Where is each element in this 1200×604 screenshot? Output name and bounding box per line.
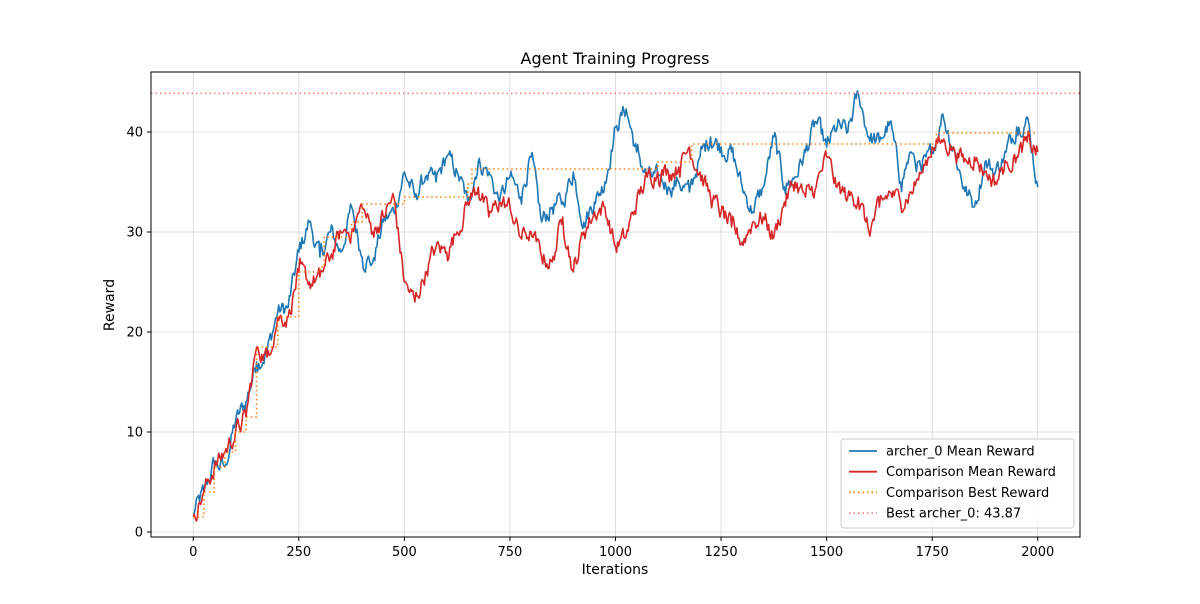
series-layer — [151, 90, 1080, 522]
x-tick-label: 1000 — [599, 545, 632, 560]
y-tick-label: 40 — [126, 126, 143, 141]
y-axis-label: Reward — [102, 279, 118, 331]
y-tick-label: 20 — [126, 326, 143, 341]
x-tick-label: 1250 — [705, 545, 738, 560]
chart-title: Agent Training Progress — [521, 49, 710, 68]
x-tick-label: 0 — [189, 545, 197, 560]
y-tick-label: 30 — [126, 226, 143, 241]
x-tick-label: 750 — [498, 545, 523, 560]
x-axis-label: Iterations — [582, 562, 649, 578]
x-tick-label: 1750 — [916, 545, 949, 560]
legend: archer_0 Mean Reward Comparison Mean Rewa… — [840, 438, 1075, 529]
x-tick-label: 250 — [286, 545, 311, 560]
y-tick-label: 0 — [135, 526, 143, 541]
legend-entry: archer_0 Mean Reward — [886, 445, 1035, 460]
x-tick-label: 1500 — [810, 545, 843, 560]
legend-box — [840, 438, 1075, 529]
y-tick-label: 10 — [126, 426, 143, 441]
legend-entry: Best archer_0: 43.87 — [886, 507, 1021, 522]
tick-layer: 0 250 500 750 1000 1250 1500 1750 2000 0 10 20 30 40 — [126, 126, 1054, 561]
legend-entry: Comparison Mean Reward — [886, 465, 1056, 480]
archer-mean-reward-line — [192, 90, 1039, 515]
x-tick-label: 500 — [392, 545, 417, 560]
legend-entry: Comparison Best Reward — [886, 486, 1049, 501]
comparison-mean-reward-line — [192, 130, 1039, 522]
x-tick-label: 2000 — [1021, 545, 1054, 560]
comparison-best-reward-line — [193, 132, 1038, 518]
